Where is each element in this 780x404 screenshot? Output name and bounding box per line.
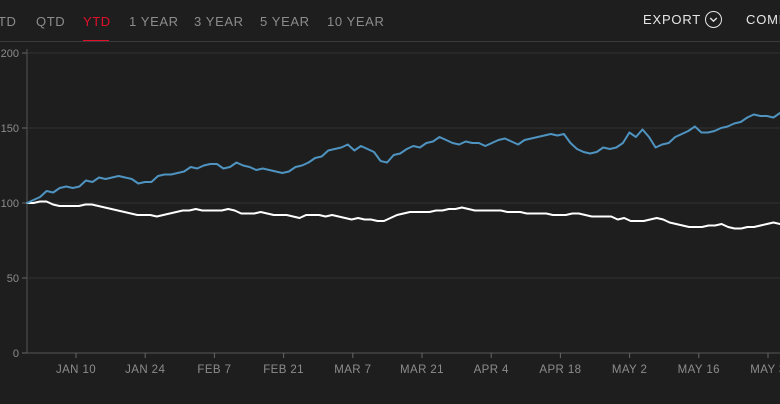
toolbar-divider	[0, 41, 780, 42]
tab-td[interactable]: TD	[0, 14, 17, 29]
x-tick-label: MAY 3	[750, 364, 780, 376]
x-tick-label: MAR 21	[400, 364, 444, 376]
x-tick-label: FEB 21	[263, 364, 304, 376]
tab-qtd[interactable]: QTD	[36, 14, 66, 29]
tab-1-year[interactable]: 1 YEAR	[129, 14, 179, 29]
tab-10-year[interactable]: 10 YEAR	[327, 14, 385, 29]
period-tabs: TD QTD YTD 1 YEAR 3 YEAR 5 YEAR 10 YEAR	[0, 0, 780, 42]
y-tick-label: 200	[1, 48, 19, 60]
x-tick-label: MAY 16	[678, 364, 720, 376]
x-tick-label: JAN 24	[125, 364, 165, 376]
x-axis-ticks: JAN 10 JAN 24 FEB 7 FEB 21 MAR 7 MAR 21 APR 4 A…	[56, 353, 780, 376]
x-tick-label: APR 18	[539, 364, 581, 376]
export-label: EXPORT	[643, 12, 702, 27]
y-tick-label: 100	[1, 198, 19, 210]
compare-button[interactable]: COMP	[746, 12, 780, 27]
tab-5-year[interactable]: 5 YEAR	[260, 14, 310, 29]
tab-3-year[interactable]: 3 YEAR	[194, 14, 244, 29]
y-tick-label: 50	[7, 273, 19, 285]
y-tick-label: 0	[13, 348, 19, 360]
x-tick-label: MAR 7	[334, 364, 371, 376]
chevron-down-circle-icon	[705, 11, 722, 28]
grid-layer	[26, 49, 780, 354]
tab-ytd[interactable]: YTD	[83, 14, 111, 29]
x-tick-label: FEB 7	[197, 364, 231, 376]
x-tick-label: JAN 10	[56, 364, 96, 376]
x-tick-label: APR 4	[474, 364, 509, 376]
series-line-primary[interactable]	[26, 112, 780, 204]
export-button[interactable]: EXPORT	[643, 11, 722, 30]
series-line-benchmark[interactable]	[26, 200, 780, 230]
y-tick-label: 150	[1, 123, 19, 135]
y-axis-ticks: 0 50 100 150 200	[1, 48, 27, 360]
x-tick-label: MAY 2	[612, 364, 647, 376]
series-layer	[26, 112, 780, 230]
